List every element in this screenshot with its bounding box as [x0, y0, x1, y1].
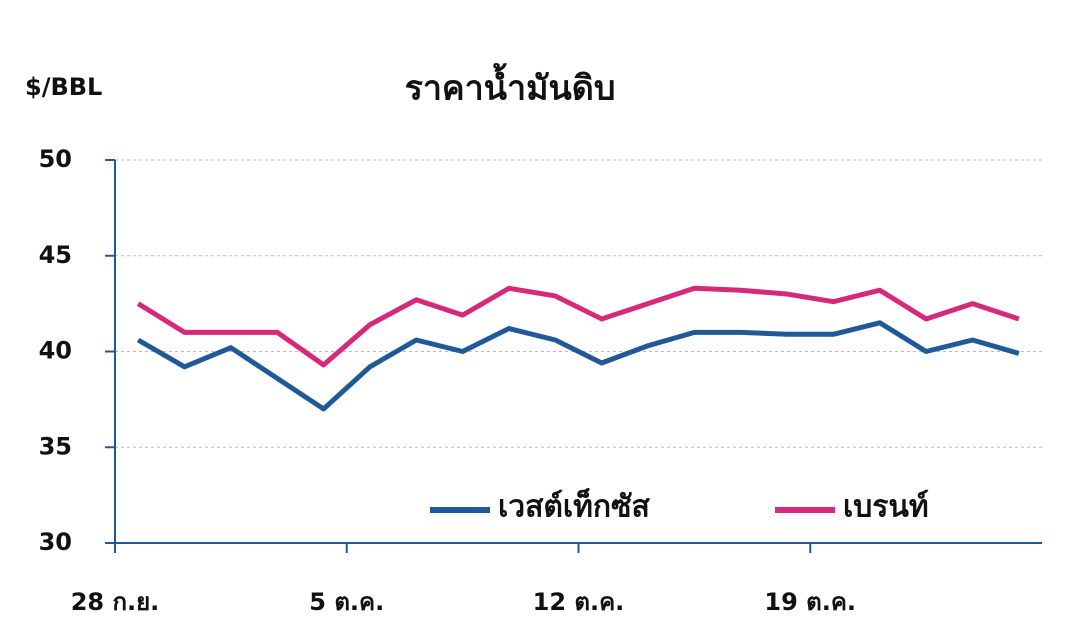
x-tick-label: 5 ต.ค.	[309, 588, 384, 616]
chart-title: ราคาน้ำมันดิบ	[405, 63, 616, 109]
legend-label: เวสต์เท็กซัส	[498, 488, 650, 525]
x-tick-label: 12 ต.ค.	[533, 588, 625, 616]
y-axis-label: $/BBL	[25, 73, 102, 101]
x-tick-label: 28 ก.ย.	[71, 588, 160, 616]
y-tick-label: 30	[39, 528, 72, 556]
y-tick-label: 50	[39, 145, 72, 173]
legend-label: เบรนท์	[843, 490, 929, 525]
x-tick-label: 19 ต.ค.	[764, 588, 856, 616]
y-tick-label: 40	[39, 337, 72, 365]
series-line	[136, 285, 1020, 368]
y-tick-label: 45	[39, 241, 72, 269]
y-tick-label: 35	[39, 432, 72, 460]
series-line	[136, 320, 1020, 412]
